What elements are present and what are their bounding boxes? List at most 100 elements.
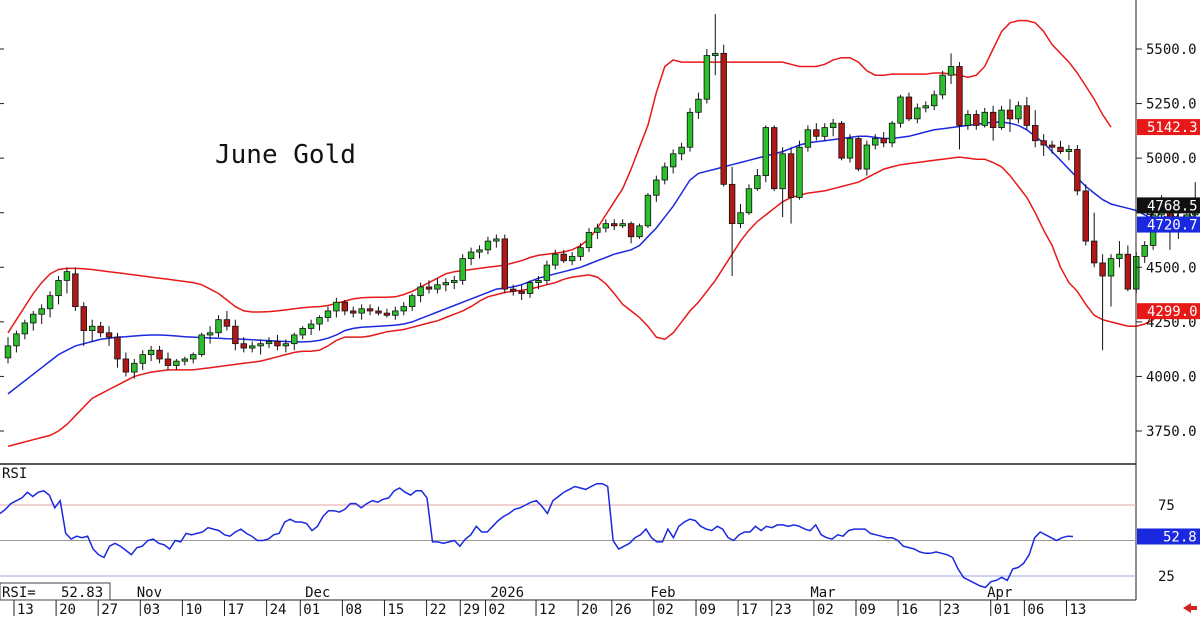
date-tick-label: 01 (994, 602, 1011, 618)
rsi-tick-label: 25 (1158, 569, 1175, 585)
candle-body (669, 153, 677, 168)
candle-body (981, 111, 988, 126)
candle (611, 219, 618, 231)
candle (1141, 241, 1148, 263)
candle (821, 123, 828, 141)
scroll-left-arrow-icon[interactable] (1183, 603, 1197, 613)
candle-body (897, 96, 904, 124)
candle-body (375, 310, 382, 314)
date-tick-label: 17 (741, 602, 758, 618)
candle-body (206, 332, 214, 336)
candle (905, 92, 913, 122)
candle (838, 121, 845, 161)
candle-body (518, 290, 525, 294)
date-tick-label: 20 (59, 602, 76, 618)
rsi-axis-ticks: 75 25 52.8 (1137, 498, 1200, 585)
candle-body (998, 109, 1005, 128)
middle-band-value-bg (1137, 216, 1200, 233)
candle (956, 62, 963, 150)
candle-body (72, 273, 79, 307)
rsi-readout-box: RSI= 52.83 (0, 582, 111, 601)
candle (695, 92, 702, 119)
candle-body (1090, 240, 1098, 264)
candle-body (282, 343, 290, 347)
candle (366, 304, 374, 316)
candle-body (173, 360, 180, 366)
candle-body (703, 55, 711, 100)
date-tick-label: 03 (143, 602, 160, 618)
candle-body (248, 345, 256, 349)
candle (400, 302, 407, 316)
candle-body (568, 255, 576, 262)
price-tick-label: 5000.0 (1146, 151, 1197, 167)
candle (408, 293, 416, 311)
date-tick-label: 10 (185, 602, 202, 618)
candle (72, 267, 79, 311)
date-tick-label: 09 (699, 602, 716, 618)
candle (1099, 254, 1106, 351)
candle (619, 219, 626, 228)
candle-body (678, 146, 685, 155)
month-label: Nov (137, 585, 162, 601)
candle-body (392, 310, 399, 316)
price-tick-label: 4000.0 (1146, 369, 1197, 385)
candle (375, 306, 382, 316)
candle (240, 337, 247, 353)
candle (501, 234, 508, 294)
candle-body (779, 153, 786, 190)
candle (762, 125, 769, 183)
rsi-tick-label: 75 (1158, 498, 1175, 514)
last-price-value: 4768.5 (1147, 198, 1198, 214)
candle (114, 332, 121, 368)
candle (131, 358, 138, 379)
candle (147, 345, 155, 362)
candle-body (821, 127, 828, 137)
candle (922, 101, 929, 113)
candle (998, 105, 1005, 130)
candle (105, 326, 113, 346)
date-tick-label: 09 (859, 602, 876, 618)
candle (964, 110, 972, 130)
candle (872, 134, 879, 150)
candle-body (695, 98, 702, 113)
candle (1090, 212, 1098, 268)
price-tick-label: 4500.0 (1146, 260, 1197, 276)
candle-body (434, 284, 441, 290)
candle (644, 193, 652, 228)
candle (291, 332, 298, 351)
candle (1124, 245, 1132, 292)
candle (215, 315, 222, 338)
candle-body (813, 129, 820, 137)
candle-body (619, 223, 626, 227)
candle-body (232, 325, 239, 345)
candle-body (274, 341, 281, 347)
candle-body (493, 238, 500, 242)
candle (63, 267, 71, 294)
candle-body (594, 227, 601, 233)
rsi-label: RSI (2, 466, 27, 482)
candle (4, 337, 12, 364)
candle (223, 310, 231, 331)
candle (703, 49, 711, 104)
candle-body (754, 175, 761, 190)
candle-body (97, 325, 104, 334)
candle-body (602, 223, 610, 229)
candle-body (4, 345, 12, 359)
candle-body (509, 288, 517, 292)
candle-body (38, 308, 45, 315)
candle (737, 203, 744, 228)
month-label: 2026 (490, 585, 524, 601)
candle (543, 260, 551, 285)
candle (1040, 134, 1047, 156)
candle-body (552, 253, 559, 266)
rsi-panel: RSI (0, 466, 1136, 589)
date-tick-label: 16 (901, 602, 918, 618)
candle-body (922, 105, 929, 109)
candle (518, 284, 525, 301)
candle-body (964, 114, 972, 126)
candle (89, 319, 96, 342)
candle-body (131, 362, 138, 373)
candle (686, 107, 694, 152)
lower-band-value: 4299.0 (1147, 304, 1198, 320)
candle (55, 276, 62, 305)
